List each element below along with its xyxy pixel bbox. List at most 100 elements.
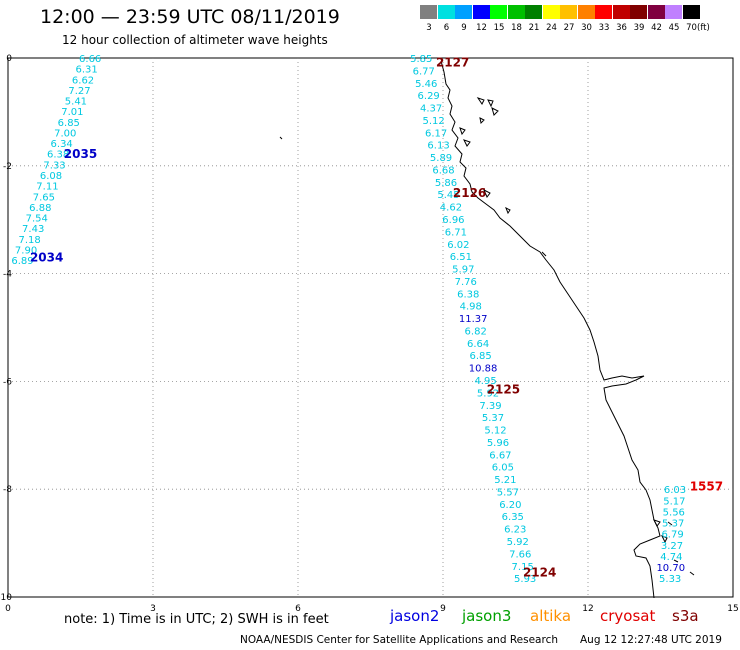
footer-credit: NOAA/NESDIS Center for Satellite Applica… xyxy=(240,634,558,646)
wave-height-value: 7.15 xyxy=(512,562,534,573)
wave-height-value: 7.43 xyxy=(22,224,44,235)
wave-height-value: 6.02 xyxy=(447,240,469,251)
wave-height-value: 5.92 xyxy=(507,537,529,548)
wave-height-value: 5.97 xyxy=(452,265,474,276)
wave-height-value: 6.68 xyxy=(432,165,454,176)
satellite-name: altika xyxy=(530,607,572,625)
legend-swatch xyxy=(437,5,455,19)
wave-height-value: 6.77 xyxy=(413,66,435,77)
wave-height-value: 6.82 xyxy=(465,326,487,337)
map-grid xyxy=(7,57,734,598)
legend-label: 42 xyxy=(651,23,662,33)
west-track: 6.666.316.627.275.417.016.857.006.346.38… xyxy=(11,54,101,267)
map-frame xyxy=(7,57,734,598)
legend-swatch xyxy=(577,5,595,19)
footer-note: note: 1) Time is in UTC; 2) SWH is in fe… xyxy=(64,612,329,627)
wave-height-value: 6.17 xyxy=(425,128,447,139)
wave-height-value: 3.27 xyxy=(661,541,683,552)
wave-height-value: 6.62 xyxy=(72,75,94,86)
legend-swatch xyxy=(525,5,542,19)
legend-label: 33 xyxy=(598,23,610,33)
legend-label: 24 xyxy=(546,23,557,33)
legend-swatch xyxy=(542,5,560,19)
satellite-name: jason3 xyxy=(462,607,512,625)
wave-height-value: 6.64 xyxy=(467,339,489,350)
wave-height-value: 6.79 xyxy=(661,530,683,541)
legend-unit: (ft) xyxy=(697,23,710,33)
wave-height-value: 7.65 xyxy=(33,192,55,203)
legend-label: 70 xyxy=(686,23,697,33)
wave-height-value: 5.93 xyxy=(514,574,536,585)
legend-swatch xyxy=(472,5,490,19)
legend-label: 45 xyxy=(668,23,680,33)
legend-swatch xyxy=(420,5,437,19)
wave-height-value: 5.96 xyxy=(487,438,509,449)
wave-height-value: 6.89 xyxy=(11,256,33,267)
x-tick-label: 6 xyxy=(295,604,301,614)
y-tick-label: 0 xyxy=(6,54,12,64)
y-tick-label: -6 xyxy=(3,377,12,387)
x-tick-label: 0 xyxy=(5,604,11,614)
legend-swatch xyxy=(682,5,700,19)
wave-height-value: 5.89 xyxy=(430,153,452,164)
wave-height-value: 5.37 xyxy=(662,519,684,530)
wave-height-value: 10.88 xyxy=(469,364,498,375)
legend-swatch xyxy=(595,5,612,19)
satellite-name: s3a xyxy=(672,607,699,625)
y-tick-label: -4 xyxy=(3,270,12,280)
x-tick-label: 15 xyxy=(727,604,738,614)
footer-timestamp: Aug 12 12:27:48 UTC 2019 xyxy=(580,634,722,646)
wave-height-value: 11.37 xyxy=(459,314,488,325)
pass-number-label: 1557 xyxy=(690,480,723,494)
legend-label: 12 xyxy=(476,23,487,33)
legend-swatch xyxy=(665,5,682,19)
wave-height-value: 7.90 xyxy=(15,245,37,256)
legend-swatch xyxy=(455,5,472,19)
satellite-name: cryosat xyxy=(600,607,656,625)
wave-height-value: 4.37 xyxy=(420,104,442,115)
wave-height-value: 5.12 xyxy=(484,426,506,437)
wave-height-value: 7.01 xyxy=(61,107,83,118)
wave-height-value: 7.27 xyxy=(68,86,90,97)
wave-height-value: 6.71 xyxy=(445,227,467,238)
wave-height-value: 7.33 xyxy=(43,160,65,171)
wave-height-value: 5.86 xyxy=(435,178,457,189)
wave-height-value: 6.05 xyxy=(492,463,514,474)
wave-height-value: 5.12 xyxy=(422,116,444,127)
wave-height-value: 6.88 xyxy=(29,203,51,214)
y-tick-label: -10 xyxy=(0,593,12,603)
pass-number-label: 2127 xyxy=(436,55,469,69)
wave-height-value: 6.23 xyxy=(504,525,526,536)
wave-height-value: 5.57 xyxy=(497,487,519,498)
wave-height-value: 4.74 xyxy=(660,552,682,563)
pass-number-label: 2125 xyxy=(487,382,520,396)
wave-height-value: 5.33 xyxy=(659,574,681,585)
wave-height-value: 7.66 xyxy=(509,549,531,560)
wave-height-value: 5.45 xyxy=(437,190,459,201)
x-tick-label: 9 xyxy=(440,604,446,614)
wave-height-value: 6.38 xyxy=(47,150,69,161)
wave-height-value: 7.76 xyxy=(455,277,477,288)
wave-height-value: 7.11 xyxy=(36,182,58,193)
wave-height-value: 4.62 xyxy=(440,203,462,214)
altimeter-tracks: 6.666.316.627.275.417.016.857.006.346.38… xyxy=(11,54,686,585)
map-subtitle: 12 hour collection of altimeter wave hei… xyxy=(62,33,328,47)
wave-height-value: 6.20 xyxy=(499,500,521,511)
wave-height-value: 10.70 xyxy=(656,563,685,574)
legend-swatch xyxy=(507,5,525,19)
wave-height-value: 6.29 xyxy=(418,91,440,102)
wave-height-value: 6.85 xyxy=(58,118,80,129)
axis-labels: 0 3 6 9 12 15 0 -2 -4 -6 -8 -10 xyxy=(0,54,739,614)
wave-height-value: 5.85 xyxy=(410,54,432,65)
pass-number-label: 2035 xyxy=(64,147,97,161)
pass-number-label: 2034 xyxy=(30,250,63,264)
legend-swatch xyxy=(630,5,647,19)
x-tick-label: 12 xyxy=(582,604,593,614)
wave-height-value: 6.08 xyxy=(40,171,62,182)
wave-height-value: 5.92 xyxy=(477,388,499,399)
legend-label: 39 xyxy=(633,23,645,33)
y-tick-label: -2 xyxy=(3,162,12,172)
wave-height-value: 6.34 xyxy=(51,139,73,150)
